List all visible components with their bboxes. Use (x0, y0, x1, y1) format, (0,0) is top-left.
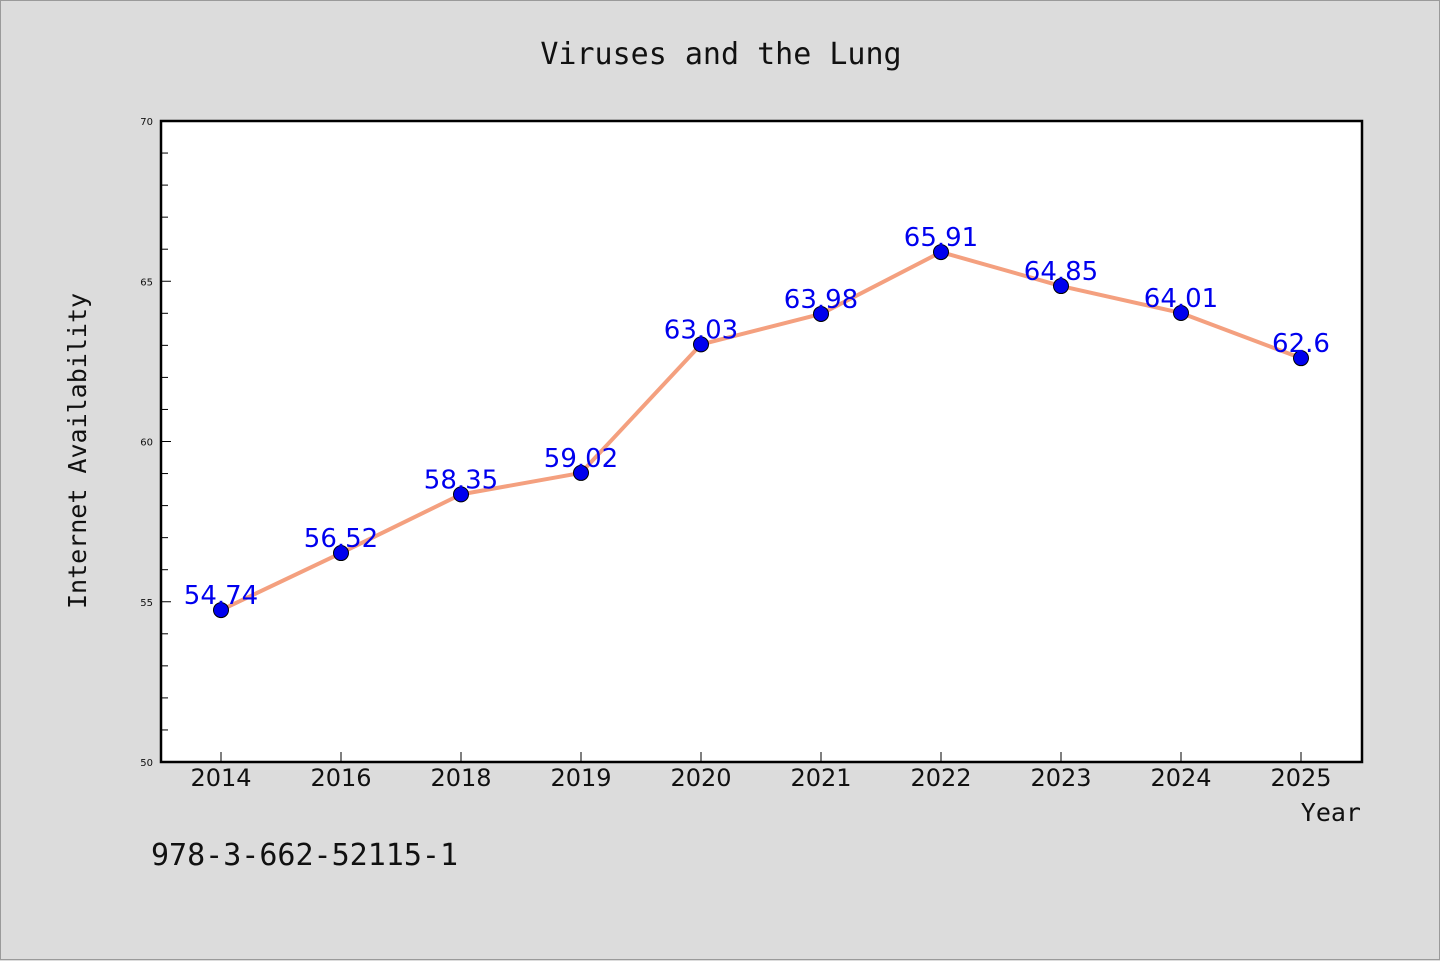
x-tick-label: 2023 (1030, 764, 1091, 792)
x-tick-label: 2019 (550, 764, 611, 792)
y-tick-label: 70 (140, 117, 153, 128)
data-label: 58.35 (424, 465, 498, 495)
data-point (693, 336, 709, 353)
data-label: 65.91 (904, 223, 978, 253)
data-label: 64.85 (1024, 257, 1098, 287)
data-label: 63.03 (664, 315, 738, 345)
x-tick-label: 2025 (1270, 764, 1331, 792)
isbn-text: 978-3-662-52115-1 (151, 838, 458, 873)
data-point (1293, 350, 1309, 367)
x-tick-label: 2020 (670, 764, 731, 792)
data-point (213, 602, 229, 619)
data-point (1053, 278, 1069, 295)
series-line (220, 250, 1302, 612)
x-tick-label: 2021 (790, 764, 851, 792)
x-tick-label: 2018 (430, 764, 491, 792)
data-label: 64.01 (1144, 284, 1218, 314)
y-axis: 50 55 60 65 70 (140, 117, 171, 769)
y-tick-label: 60 (140, 438, 153, 449)
data-point (453, 486, 469, 503)
data-label: 63.98 (784, 285, 858, 315)
y-tick-label: 65 (140, 277, 153, 288)
data-point (933, 244, 949, 261)
x-tick-label: 2014 (190, 764, 251, 792)
data-label: 62.6 (1272, 329, 1330, 359)
x-axis-label: Year (1301, 798, 1361, 827)
y-axis-label: Internet Availability (63, 293, 92, 609)
y-tick-label: 50 (140, 758, 153, 769)
plot-area (159, 119, 1364, 764)
data-point (573, 464, 589, 481)
x-tick-label: 2022 (910, 764, 971, 792)
data-point (1173, 304, 1189, 321)
x-tick-label: 2024 (1150, 764, 1211, 792)
data-label: 56.52 (304, 524, 378, 554)
x-tick-label: 2016 (310, 764, 371, 792)
chart-title: Viruses and the Lung (540, 37, 901, 72)
data-label: 59.02 (544, 444, 618, 474)
data-label: 54.74 (184, 581, 258, 611)
y-tick-label: 55 (140, 598, 153, 609)
x-axis: 2014 2016 2018 2019 2020 2021 2022 2023 2024 2025 (190, 752, 1332, 792)
data-point (813, 305, 829, 322)
series-group: 54.74 56.52 58.35 59.02 63.03 63.98 65.91 64.85… (184, 223, 1330, 619)
data-point (333, 545, 349, 562)
